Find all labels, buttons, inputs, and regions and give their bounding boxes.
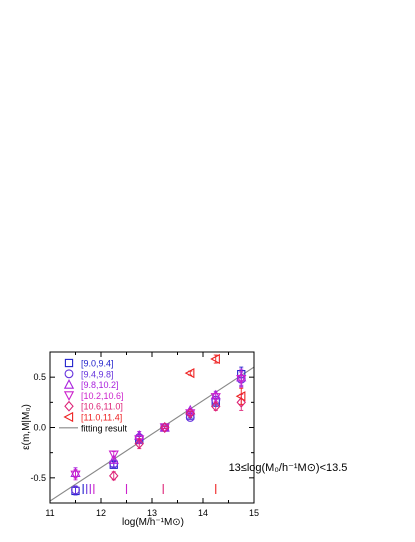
fit-line <box>50 366 254 502</box>
x-tick-label: 12 <box>96 508 106 518</box>
data-point <box>108 450 119 461</box>
data-point <box>210 353 220 365</box>
x-tick-label: 11 <box>45 508 54 518</box>
legend-label: fitting result <box>81 423 128 433</box>
series-5 <box>109 393 246 482</box>
legend-marker <box>63 411 74 423</box>
legend-marker <box>64 369 74 379</box>
axes: 11 12 13 14 15 -0.5 0.0 0.5 <box>30 351 259 518</box>
annotation-text: 13≤log(M₀/h⁻¹M⊙)<13.5 <box>229 462 348 474</box>
data-point <box>210 393 221 403</box>
data-point <box>109 470 119 482</box>
legend-marker <box>63 379 75 389</box>
data-point <box>185 407 195 419</box>
data-point <box>235 391 246 402</box>
data-point <box>134 438 144 450</box>
series-6 <box>184 353 246 405</box>
x-tick-label: 15 <box>249 508 259 518</box>
data-point <box>185 409 196 419</box>
legend-marker <box>64 400 74 412</box>
data-point <box>70 470 81 481</box>
y-tick-label: -0.5 <box>30 473 46 483</box>
legend: [9.0,9.4][9.4,9.8][9.8,10.2][10.2,10.6][… <box>59 358 128 433</box>
x-tick-label: 14 <box>198 508 208 518</box>
legend-marker <box>63 391 75 401</box>
data-point <box>134 435 145 446</box>
data-point <box>211 400 221 412</box>
y-tick-label: 0.0 <box>33 423 46 433</box>
x-axis-label: log(M/h⁻¹M⊙) <box>122 517 184 528</box>
legend-label: [9.0,9.4] <box>81 359 114 369</box>
y-tick-label: 0.5 <box>33 372 46 382</box>
data-point <box>236 375 247 385</box>
y-axis-label: ε(m,M|M₀) <box>21 404 32 450</box>
legend-label: [9.8,10.2] <box>81 380 119 390</box>
data-point <box>160 422 170 433</box>
data-point <box>236 396 246 408</box>
plot-area <box>50 353 254 502</box>
x-tick-label: 13 <box>147 508 157 518</box>
data-point <box>184 368 195 379</box>
legend-label: [9.4,9.8] <box>81 369 114 379</box>
legend-label: [10.6,11.0] <box>81 402 123 412</box>
series-4 <box>70 370 247 481</box>
legend-label: [10.2,10.6] <box>81 391 124 401</box>
data-point <box>159 423 170 434</box>
legend-label: [11.0,11.4] <box>81 413 122 423</box>
data-point <box>108 454 119 464</box>
data-point <box>71 485 80 495</box>
legend-marker <box>64 358 74 368</box>
